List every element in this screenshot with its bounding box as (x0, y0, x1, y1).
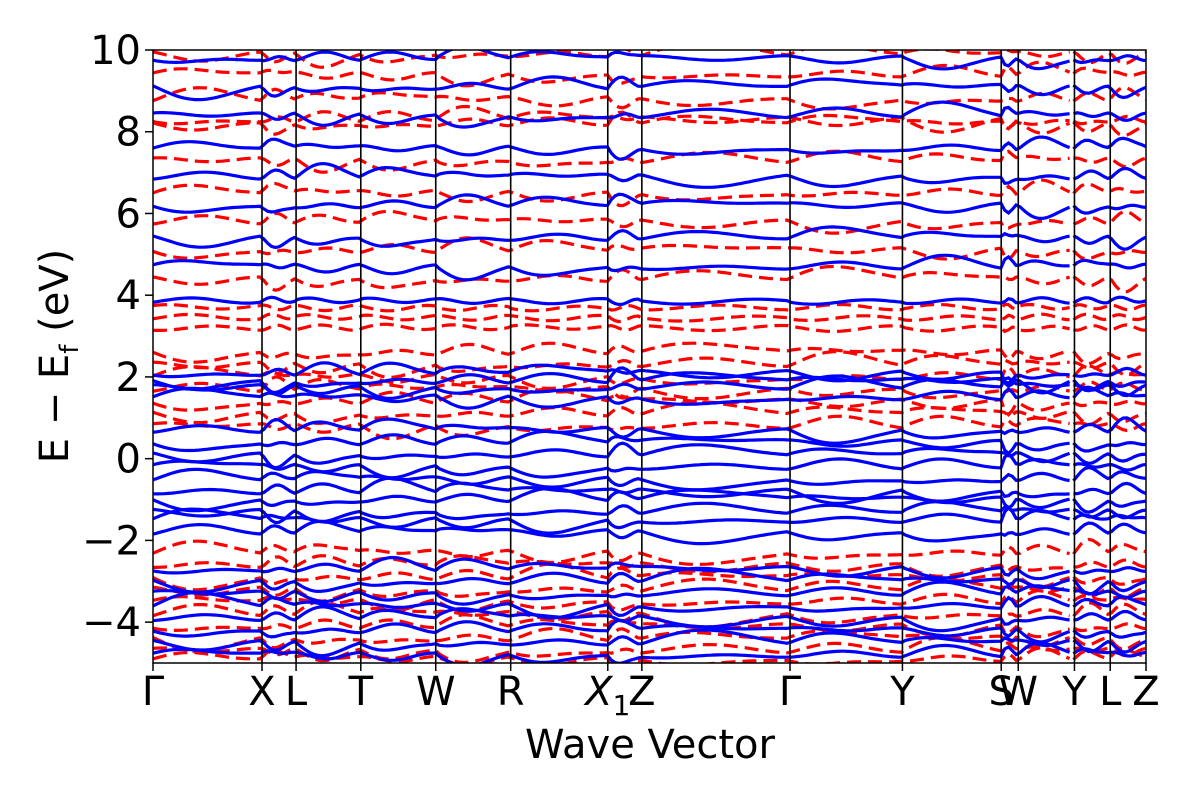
x-tick-label: L (1099, 669, 1122, 715)
band-dashed-line (153, 322, 1146, 334)
x-tick-label: X (248, 669, 275, 715)
band-dashed-line (153, 209, 1146, 235)
y-tick-label: 4 (116, 273, 141, 319)
band-dashed-line (153, 588, 1146, 613)
y-tick-label: −4 (82, 600, 141, 646)
x-tick-label: Y (1061, 669, 1087, 715)
y-ticks: −4 −2 0 2 4 6 8 10 (82, 28, 153, 646)
y-tick-label: 2 (116, 355, 141, 401)
x-tick-label: Y (889, 669, 915, 715)
band-dashed-line (153, 375, 1146, 401)
x-tick-label: Γ (142, 669, 165, 715)
band-dashed-line (153, 264, 1146, 294)
y-tick-label: 10 (90, 28, 141, 74)
y-axis-label-unit: (eV) (32, 249, 78, 345)
x-tick-label: X1 (583, 669, 630, 722)
y-tick-label: 6 (116, 191, 141, 237)
x-tick-label: W (998, 669, 1038, 715)
band-dashed-line (153, 236, 1146, 262)
x-tick-label: L (285, 669, 308, 715)
x-tick-label: Z (1132, 669, 1159, 715)
x-tick-label: W (416, 669, 456, 715)
y-tick-label: −2 (82, 518, 141, 564)
band-dashed-line (153, 302, 1146, 313)
band-dashed-line (153, 626, 1146, 653)
x-tick-label: S (989, 669, 1014, 715)
kpoint-lines (261, 50, 1112, 663)
band-dashed-line (153, 60, 1146, 88)
x-axis-label: Wave Vector (525, 722, 776, 768)
y-tick-label: 0 (116, 437, 141, 483)
x-ticks: Γ X L T W R X1Z Γ Y SW Y L Z (142, 663, 1160, 722)
y-tick-label: 8 (116, 110, 141, 156)
x-tick-label: Γ (779, 669, 802, 715)
x-tick-label: R (497, 669, 525, 715)
band-dashed-line (153, 387, 1146, 417)
x-tick-label: T (348, 669, 374, 715)
y-axis-label: E − Ef (eV) (32, 249, 85, 464)
plot-frame (152, 49, 1147, 664)
band-dashed-line (153, 149, 1146, 174)
y-axis-label-main: E − E (32, 354, 78, 464)
x-tick-label: Z (628, 669, 655, 715)
band-dashed-line (153, 312, 1146, 324)
y-axis-label-sub: f (55, 344, 85, 354)
